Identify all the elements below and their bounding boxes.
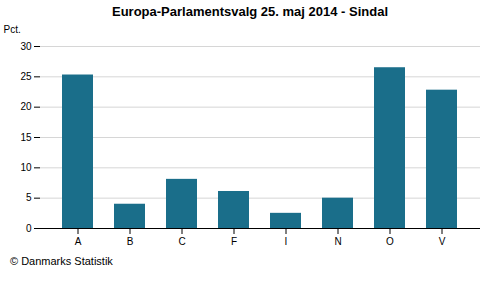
svg-text:I: I [285, 236, 288, 247]
svg-text:V: V [439, 236, 446, 247]
svg-text:20: 20 [20, 101, 32, 112]
svg-text:A: A [75, 236, 82, 247]
svg-text:N: N [334, 236, 341, 247]
svg-text:15: 15 [20, 132, 32, 143]
svg-text:O: O [386, 236, 394, 247]
svg-text:Pct.: Pct. [4, 24, 21, 35]
svg-text:B: B [127, 236, 134, 247]
svg-text:30: 30 [20, 41, 32, 52]
html-text:© Danmarks Statistik: © Danmarks Statistik [10, 255, 113, 267]
svg-text:F: F [231, 236, 237, 247]
svg-text:C: C [178, 236, 185, 247]
svg-text:10: 10 [20, 162, 32, 173]
svg-text:0: 0 [26, 223, 32, 234]
svg-text:25: 25 [20, 71, 32, 82]
html-text:Europa-Parlamentsvalg 25. maj: Europa-Parlamentsvalg 25. maj 2014 - Sin… [112, 4, 388, 19]
svg-text:5: 5 [26, 192, 32, 203]
